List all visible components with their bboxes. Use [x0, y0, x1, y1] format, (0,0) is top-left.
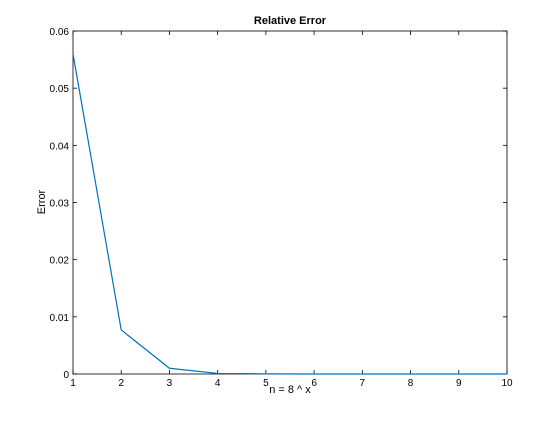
- x-tick-label: 3: [167, 378, 173, 389]
- y-axis-label: Error: [36, 189, 48, 214]
- x-tick-label: 6: [311, 378, 317, 389]
- x-tick-label: 9: [456, 378, 462, 389]
- x-axis: 1 2 3 4 5 6 7 8 9 10: [70, 31, 513, 389]
- x-tick-label: 10: [501, 378, 513, 389]
- x-tick-label: 7: [360, 378, 366, 389]
- y-tick-label: 0.05: [50, 84, 70, 95]
- y-axis: 0 0.01 0.02 0.03 0.04 0.05 0.06: [50, 27, 507, 381]
- y-tick-label: 0.02: [50, 256, 70, 267]
- x-tick-label: 4: [215, 378, 221, 389]
- y-tick-label: 0.04: [50, 141, 70, 152]
- plot-area: [72, 30, 508, 375]
- series-group: [72, 53, 507, 375]
- x-tick-label: 8: [408, 378, 414, 389]
- chart-title: Relative Error: [254, 15, 327, 27]
- y-tick-label: 0.01: [50, 313, 70, 324]
- x-tick-label: 1: [70, 378, 76, 389]
- y-tick-label: 0.03: [50, 199, 70, 210]
- x-tick-label: 2: [118, 378, 124, 389]
- y-tick-label: 0.06: [50, 27, 70, 38]
- x-axis-label: n = 8 ^ x: [269, 384, 311, 396]
- series-line: [72, 53, 507, 375]
- y-tick-label: 0: [63, 370, 69, 381]
- x-tick-label: 5: [263, 378, 269, 389]
